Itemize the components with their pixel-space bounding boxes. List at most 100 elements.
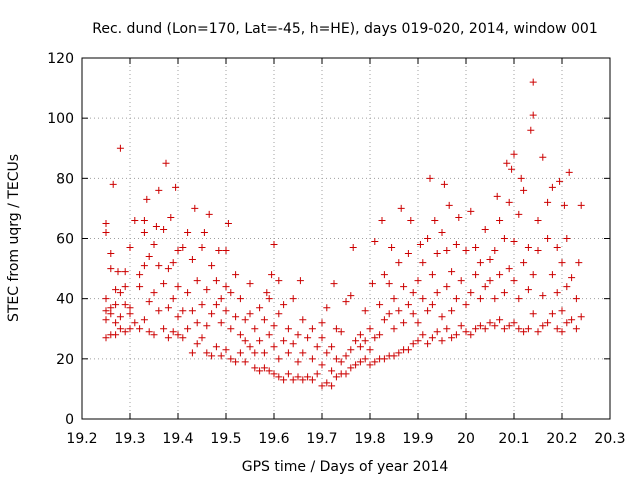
data-point <box>419 331 427 339</box>
data-point <box>368 280 376 288</box>
data-point <box>409 310 417 318</box>
data-point <box>102 334 110 342</box>
data-point <box>467 289 475 297</box>
data-point <box>539 153 547 161</box>
x-tick-label: 20 <box>457 431 475 447</box>
data-point <box>424 235 432 242</box>
data-point <box>356 343 364 351</box>
data-point <box>330 280 338 288</box>
data-point <box>371 238 379 246</box>
data-point <box>390 325 398 333</box>
data-point <box>371 334 379 342</box>
data-point <box>493 192 501 200</box>
data-point <box>347 346 355 354</box>
data-point <box>107 250 115 258</box>
data-point <box>534 216 542 224</box>
data-point <box>205 210 213 218</box>
data-point <box>380 355 388 363</box>
data-point <box>280 376 288 384</box>
data-point <box>560 201 568 209</box>
data-point <box>342 352 350 360</box>
data-point <box>356 331 364 339</box>
data-point <box>208 310 216 318</box>
data-point <box>236 349 244 357</box>
data-point <box>575 259 583 267</box>
data-point <box>284 349 292 357</box>
data-point <box>294 358 302 366</box>
data-point <box>208 352 216 360</box>
data-point <box>409 289 417 297</box>
data-point <box>172 183 180 191</box>
data-point <box>510 238 518 246</box>
data-point <box>304 373 312 381</box>
data-point <box>107 265 115 273</box>
data-point <box>160 225 168 233</box>
data-point <box>193 277 201 285</box>
data-point <box>500 235 508 242</box>
data-point <box>200 228 208 236</box>
data-point <box>140 228 148 236</box>
data-point <box>160 325 168 333</box>
data-point <box>270 343 278 351</box>
data-point <box>426 174 434 182</box>
data-point <box>150 331 158 339</box>
data-point <box>328 367 336 375</box>
data-point <box>203 322 211 330</box>
data-point <box>155 262 163 270</box>
data-point <box>136 325 144 333</box>
data-point <box>102 219 110 227</box>
data-point <box>433 250 441 258</box>
data-point <box>443 283 451 291</box>
data-point <box>500 325 508 333</box>
data-point <box>515 295 523 303</box>
data-point <box>438 313 446 321</box>
data-point <box>428 301 436 309</box>
data-point <box>265 331 273 339</box>
y-tick-label: 40 <box>56 292 74 308</box>
data-point <box>390 295 398 303</box>
data-point <box>280 337 288 345</box>
data-point <box>472 244 480 252</box>
data-point <box>337 358 345 366</box>
data-point <box>162 159 170 167</box>
data-point <box>457 322 465 330</box>
data-point <box>215 247 223 255</box>
data-point <box>397 204 405 212</box>
data-point <box>496 271 504 279</box>
data-point <box>112 319 120 327</box>
grid-lines <box>82 58 610 419</box>
data-point <box>241 337 249 345</box>
data-point <box>270 241 278 249</box>
data-point <box>217 352 225 360</box>
data-point <box>510 150 518 158</box>
data-point <box>241 316 249 324</box>
data-point <box>116 144 124 152</box>
data-point <box>102 295 110 303</box>
data-point <box>390 352 398 360</box>
data-point <box>150 289 158 297</box>
data-point <box>289 376 297 384</box>
data-point <box>510 277 518 285</box>
data-point <box>246 310 254 318</box>
data-point <box>145 328 153 336</box>
data-point <box>431 216 439 224</box>
data-point <box>486 277 494 285</box>
data-point <box>313 343 321 351</box>
data-point <box>500 289 508 297</box>
data-point <box>323 349 331 357</box>
data-point <box>323 379 331 387</box>
data-point <box>529 271 537 279</box>
data-point <box>260 349 268 357</box>
data-point <box>491 247 499 255</box>
data-point <box>529 310 537 318</box>
data-point <box>548 183 556 191</box>
data-point <box>328 382 336 390</box>
data-point <box>404 250 412 258</box>
x-tick-label: 19.5 <box>210 431 241 447</box>
data-point <box>299 376 307 384</box>
data-point <box>529 111 537 119</box>
data-point <box>241 358 249 366</box>
data-point <box>299 316 307 324</box>
data-point <box>265 367 273 375</box>
data-point <box>361 355 369 363</box>
